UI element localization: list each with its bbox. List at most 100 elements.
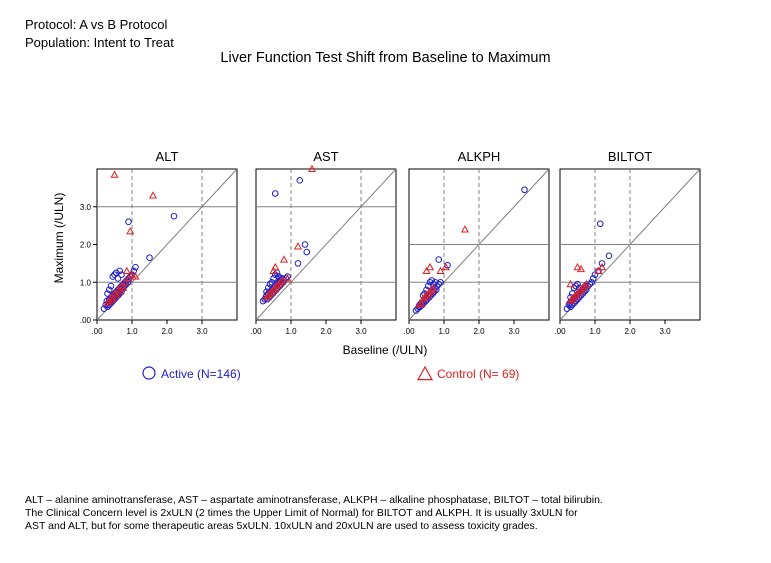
control-point (112, 291, 121, 299)
control-point (131, 272, 140, 280)
active-point (284, 273, 291, 280)
legend-control-marker (416, 365, 434, 381)
x-tick-label: 1.0 (438, 327, 450, 336)
legend-active-marker (142, 366, 156, 380)
population-label: Population: Intent to Treat (25, 35, 174, 50)
control-point (115, 287, 124, 295)
control-point (425, 287, 435, 295)
active-point (107, 282, 115, 290)
y-tick-label: .00 (80, 316, 92, 325)
active-point (596, 220, 604, 228)
x-tick-label: .00 (403, 327, 415, 336)
control-point (429, 283, 438, 291)
active-point (116, 267, 124, 275)
control-point (148, 191, 158, 199)
control-point (105, 296, 114, 305)
active-point (605, 252, 613, 260)
control-point (566, 296, 575, 305)
control-point (279, 255, 289, 263)
control-point (278, 276, 287, 284)
x-tick-label: 2.0 (624, 327, 636, 336)
panel-title-alt: ALT (156, 149, 179, 164)
control-point (119, 283, 128, 291)
active-point (431, 278, 439, 286)
x-tick-label: 3.0 (355, 327, 367, 336)
active-point (598, 260, 606, 267)
active-point (104, 290, 111, 297)
active-point (268, 278, 276, 286)
control-point (569, 293, 579, 301)
control-point (110, 170, 119, 178)
identity-line (255, 168, 397, 321)
active-point (435, 256, 443, 263)
y-tick-label: 1.0 (80, 278, 92, 287)
x-tick-label: 2.0 (161, 327, 173, 336)
control-point (578, 283, 587, 291)
control-point (597, 262, 607, 271)
footnote-line-2: The Clinical Concern level is 2xULN (2 t… (25, 507, 578, 519)
control-point (126, 227, 135, 235)
control-point (580, 281, 589, 290)
y-tick-label: 3.0 (80, 203, 92, 212)
control-point (265, 289, 275, 297)
active-point (146, 254, 153, 262)
x-tick-label: 2.0 (473, 327, 485, 336)
footnote-line-3: AST and ALT, but for some therapeutic ar… (25, 520, 538, 532)
active-point (111, 271, 118, 279)
protocol-label: Protocol: A vs B Protocol (25, 17, 168, 32)
active-point (591, 271, 599, 279)
control-point (283, 274, 292, 282)
control-point (276, 278, 285, 286)
active-point (588, 278, 595, 286)
control-point (582, 279, 591, 288)
x-tick-label: 3.0 (659, 327, 671, 336)
control-point (103, 298, 112, 307)
y-tick-label: 2.0 (80, 241, 92, 250)
panel-title-alkph: ALKPH (458, 149, 501, 164)
active-point (428, 277, 436, 284)
active-point (132, 263, 139, 271)
active-point (294, 260, 302, 267)
active-point (589, 275, 597, 282)
control-point (272, 281, 282, 290)
x-tick-label: 2.0 (320, 327, 332, 336)
control-point (108, 295, 117, 303)
control-point (425, 262, 435, 271)
control-point (264, 291, 273, 299)
control-point (271, 283, 280, 291)
panel-title-biltot: BILTOT (608, 149, 652, 164)
control-point (417, 298, 426, 307)
active-point (170, 212, 178, 220)
control-point (566, 279, 575, 288)
control-point (271, 262, 280, 271)
control-point (422, 291, 431, 299)
control-point (576, 264, 586, 273)
active-point (109, 273, 117, 280)
control-point (427, 285, 436, 293)
active-point (521, 186, 528, 194)
x-tick-label: 3.0 (196, 327, 208, 336)
active-point (563, 305, 571, 312)
chart-title: Liver Function Test Shift from Baseline … (220, 50, 551, 66)
control-point (576, 285, 586, 293)
active-point (271, 190, 279, 197)
control-point (441, 262, 450, 271)
control-point (269, 266, 278, 274)
control-point (269, 285, 278, 293)
legend-control-label: Control (N= 69) (437, 367, 519, 381)
active-point (266, 280, 274, 288)
active-point (275, 273, 283, 280)
control-point (293, 242, 303, 250)
control-point (307, 164, 317, 173)
control-point (127, 270, 137, 278)
active-point (296, 177, 304, 184)
active-point (430, 280, 437, 288)
active-point (105, 286, 113, 294)
control-point (420, 293, 429, 301)
control-point (274, 279, 283, 288)
identity-line (96, 168, 238, 321)
x-axis-label: Baseline (/ULN) (343, 343, 428, 357)
active-point (125, 218, 132, 226)
control-point (124, 274, 133, 282)
